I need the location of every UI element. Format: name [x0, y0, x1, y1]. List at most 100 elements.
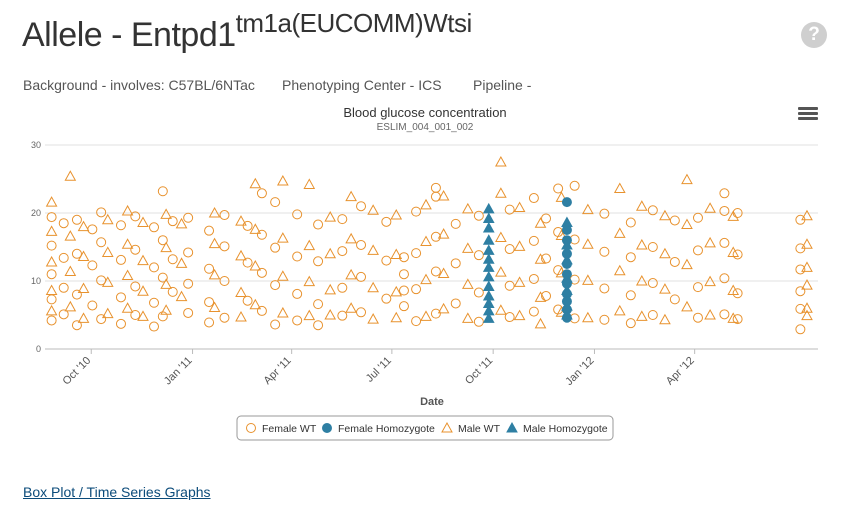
data-point-male-wt — [495, 231, 507, 242]
data-point-female-wt — [795, 324, 806, 335]
data-point-female-wt — [398, 269, 409, 280]
x-tick-label: Jul '11 — [364, 355, 394, 385]
data-point-male-wt — [45, 284, 58, 296]
data-point-male-wt — [101, 276, 114, 287]
data-point-female-wt — [270, 242, 281, 253]
data-point-male-wt — [437, 189, 450, 201]
data-point-male-wt — [613, 304, 626, 316]
data-point-female-wt — [719, 188, 730, 199]
data-point-female-homozygote — [561, 269, 572, 280]
data-point-male-wt — [635, 238, 648, 250]
scatter-chart: Blood glucose concentration ESLIM_004_001… — [31, 105, 818, 441]
data-point-male-wt — [64, 300, 77, 312]
data-point-male-wt — [137, 216, 149, 228]
data-point-male-wt — [555, 191, 568, 202]
data-point-male-wt — [801, 209, 813, 221]
data-point-male-wt — [659, 283, 671, 294]
data-point-female-wt — [669, 215, 680, 226]
data-point-female-wt — [46, 240, 57, 251]
question-circle-icon[interactable]: ? — [801, 22, 827, 48]
legend-box — [236, 415, 614, 441]
data-point-male-wt — [324, 283, 337, 295]
data-point-male-wt — [276, 175, 289, 186]
data-point-female-wt — [625, 252, 636, 263]
data-point-female-wt — [130, 244, 141, 255]
data-point-male-wt — [727, 284, 740, 296]
data-point-female-wt — [256, 305, 267, 316]
data-point-male-homozygote — [482, 261, 495, 272]
data-point-female-wt — [71, 320, 82, 331]
data-point-male-wt — [582, 203, 594, 215]
y-tick-label: 30 — [31, 140, 41, 150]
data-point-male-wt — [635, 310, 648, 321]
data-point-male-wt — [513, 240, 526, 251]
data-point-female-wt — [115, 220, 126, 231]
data-point-female-wt — [599, 314, 610, 325]
data-point-male-wt — [45, 255, 58, 267]
data-point-female-wt — [337, 214, 348, 225]
data-point-female-wt — [71, 248, 82, 259]
data-point-female-wt — [58, 309, 69, 320]
data-point-female-wt — [58, 218, 69, 229]
legend-label: Female WT — [262, 423, 317, 435]
data-point-female-wt — [473, 250, 484, 261]
data-point-male-wt — [461, 278, 474, 289]
data-point-male-wt — [175, 217, 188, 229]
data-point-female-wt — [795, 303, 806, 314]
data-point-male-wt — [367, 313, 379, 324]
data-point-female-wt — [183, 307, 194, 318]
data-point-female-wt — [504, 244, 515, 255]
data-point-male-wt — [534, 291, 547, 302]
data-point-female-wt — [473, 316, 484, 327]
data-point-male-wt — [801, 279, 813, 290]
data-point-male-wt — [137, 285, 149, 296]
data-point-male-wt — [367, 281, 379, 293]
data-point-male-wt — [45, 304, 58, 316]
data-point-female-wt — [599, 283, 610, 294]
data-point-female-wt — [292, 251, 303, 262]
data-point-male-wt — [495, 187, 507, 198]
data-point-male-wt — [77, 220, 90, 232]
data-point-female-wt — [528, 306, 539, 317]
data-point-female-wt — [504, 280, 515, 291]
data-point-female-wt — [87, 260, 98, 271]
data-point-female-wt — [270, 197, 281, 208]
data-point-female-wt — [541, 213, 552, 224]
hamburger-menu-icon[interactable] — [798, 105, 818, 123]
data-point-female-wt — [381, 293, 392, 304]
data-point-female-wt — [569, 180, 580, 191]
data-point-female-wt — [430, 308, 441, 319]
data-point-male-wt — [727, 246, 740, 257]
data-point-female-wt — [46, 315, 57, 326]
data-point-male-wt — [461, 312, 474, 323]
data-point-male-wt — [235, 286, 247, 298]
data-point-female-wt — [625, 290, 636, 301]
data-point-male-wt — [77, 312, 90, 323]
data-point-male-wt — [659, 313, 671, 325]
chart-title: Blood glucose concentration — [343, 105, 506, 120]
data-point-male-wt — [303, 239, 316, 251]
data-point-male-wt — [582, 311, 594, 323]
chart-subtitle: ESLIM_004_001_002 — [377, 122, 474, 133]
phenotyping-center-info: Phenotyping Center - ICS — [282, 77, 442, 93]
data-point-female-homozygote — [561, 225, 572, 235]
data-point-male-wt — [659, 247, 671, 259]
data-point-male-wt — [613, 227, 626, 238]
y-tick-label: 0 — [36, 344, 41, 354]
data-point-female-wt — [599, 246, 610, 257]
data-point-female-wt — [292, 209, 303, 220]
data-point-male-wt — [582, 274, 594, 285]
data-point-male-wt — [534, 217, 547, 228]
data-point-female-homozygote — [561, 259, 572, 269]
data-point-female-wt — [183, 278, 194, 289]
data-point-female-wt — [292, 315, 303, 326]
data-point-female-wt — [256, 229, 267, 240]
box-plot-time-series-link[interactable]: Box Plot / Time Series Graphs — [23, 484, 211, 500]
data-point-male-wt — [77, 250, 90, 262]
data-point-male-wt — [555, 229, 568, 240]
data-point-male-wt — [390, 311, 403, 323]
data-point-female-wt — [167, 216, 178, 227]
data-point-female-wt — [795, 286, 806, 297]
data-point-male-wt — [276, 232, 289, 243]
data-point-female-wt — [46, 294, 57, 305]
